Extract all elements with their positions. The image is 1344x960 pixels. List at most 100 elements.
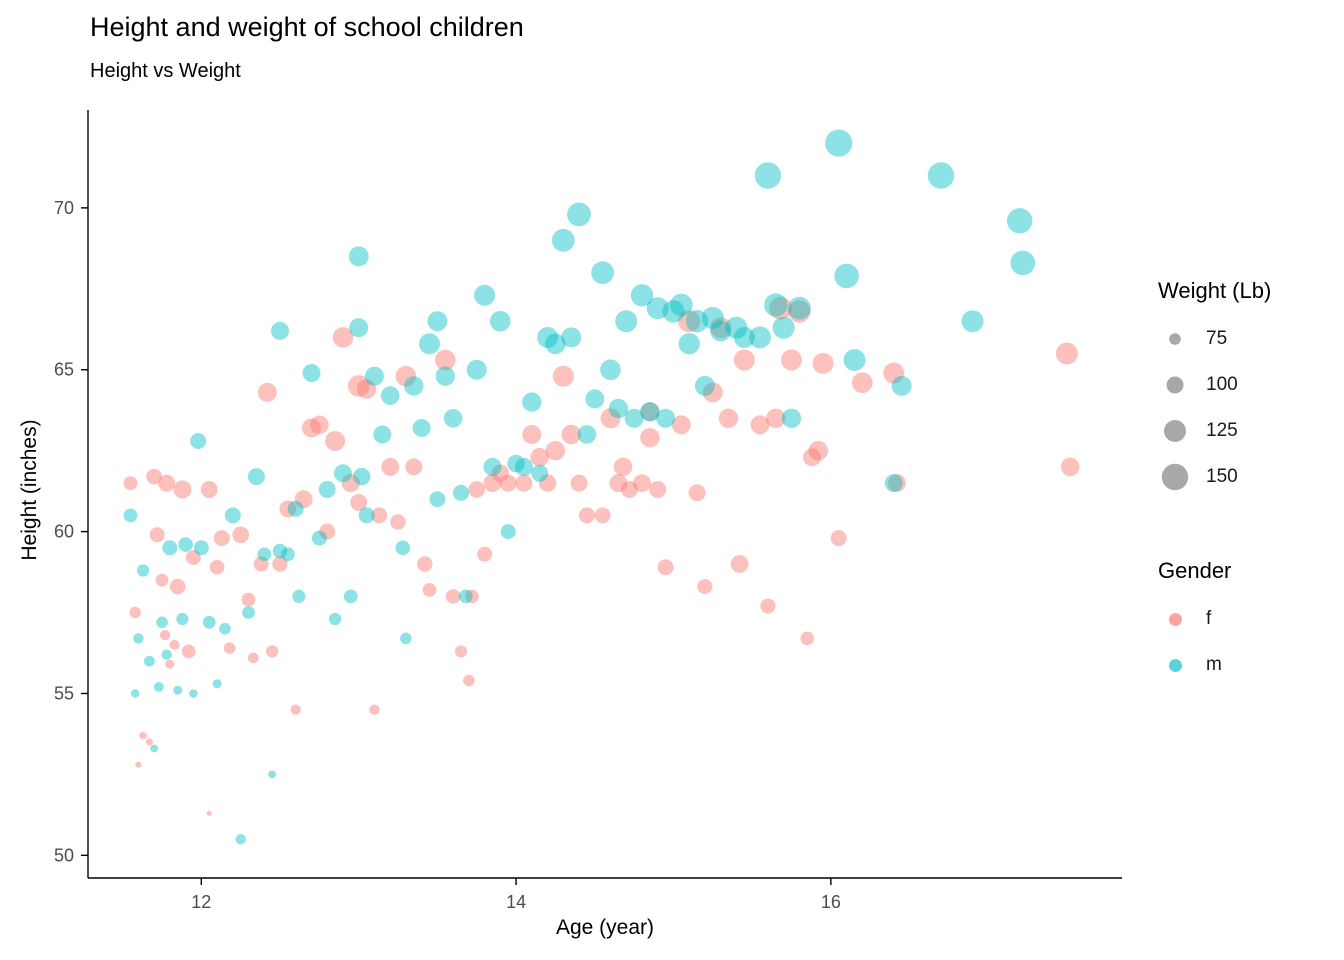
data-point <box>193 540 209 556</box>
data-point <box>158 474 176 492</box>
data-point <box>1007 208 1033 234</box>
data-point <box>241 592 256 607</box>
data-point <box>369 704 380 715</box>
y-tick-label: 65 <box>54 360 74 380</box>
data-point <box>268 770 276 779</box>
data-point <box>552 365 574 387</box>
data-point <box>600 408 621 429</box>
y-tick-label: 60 <box>54 522 74 542</box>
size-legend-item: 75 <box>1158 316 1344 362</box>
data-point <box>272 556 288 572</box>
data-point <box>253 556 269 572</box>
data-point <box>474 284 496 306</box>
data-point <box>530 447 549 467</box>
data-point <box>702 382 723 403</box>
data-point <box>206 810 212 816</box>
data-point <box>343 589 358 604</box>
data-point <box>380 386 400 405</box>
data-point <box>435 366 455 386</box>
size-bubble-icon <box>1158 368 1192 402</box>
data-point <box>808 440 829 461</box>
x-tick-label: 14 <box>506 892 526 912</box>
data-point <box>153 682 164 692</box>
data-point <box>427 311 448 332</box>
data-point <box>185 550 201 565</box>
data-point <box>161 649 172 660</box>
data-point <box>341 474 360 493</box>
data-point <box>373 425 392 444</box>
data-point <box>429 491 446 508</box>
data-point <box>545 441 566 461</box>
data-point <box>466 359 487 380</box>
data-point <box>302 364 321 382</box>
y-tick-label: 70 <box>54 198 74 218</box>
data-point <box>129 606 141 619</box>
data-point <box>662 300 685 323</box>
data-point <box>400 632 412 645</box>
data-point <box>465 589 479 604</box>
data-point <box>633 474 651 492</box>
data-point <box>608 398 629 419</box>
size-bubble-icon <box>1158 414 1192 448</box>
data-point <box>1060 457 1080 477</box>
data-point <box>961 310 984 333</box>
color-legend-item-f: f <box>1158 596 1344 642</box>
data-point <box>455 645 467 658</box>
data-point <box>834 263 859 289</box>
x-tick-label: 16 <box>821 892 841 912</box>
data-point <box>760 598 776 614</box>
data-point <box>754 162 782 189</box>
data-point <box>334 464 352 483</box>
data-point <box>615 310 638 333</box>
data-point <box>600 359 621 380</box>
data-point <box>561 424 581 445</box>
data-point <box>812 352 834 374</box>
data-point <box>169 639 180 650</box>
data-point <box>390 514 406 530</box>
data-point <box>887 474 906 493</box>
data-point <box>232 526 249 544</box>
size-legend-item: 125 <box>1158 408 1344 454</box>
data-point <box>212 679 222 689</box>
data-point <box>279 500 297 518</box>
data-point <box>463 674 475 687</box>
data-point <box>483 457 502 476</box>
data-point <box>468 481 486 498</box>
data-point <box>213 530 230 547</box>
data-point <box>452 484 470 501</box>
data-point <box>567 202 591 227</box>
data-point <box>178 537 193 552</box>
data-point <box>507 454 525 473</box>
data-point <box>710 317 732 339</box>
data-point <box>766 408 786 428</box>
data-point <box>646 297 669 320</box>
data-point <box>162 540 178 556</box>
data-point <box>538 474 557 492</box>
data-point <box>927 162 955 189</box>
data-point <box>364 366 384 386</box>
data-point <box>417 556 433 572</box>
data-point <box>137 564 150 577</box>
data-point <box>640 428 660 448</box>
data-point <box>1010 250 1036 276</box>
plot-svg: 12 14 16 50 55 60 65 70 <box>54 110 1122 912</box>
data-point <box>235 834 246 845</box>
data-point <box>169 578 186 595</box>
data-point <box>688 484 706 502</box>
data-point <box>266 645 279 658</box>
data-point <box>371 507 388 524</box>
size-legend-item: 100 <box>1158 362 1344 408</box>
data-point <box>445 589 461 604</box>
size-bubble-icon <box>1158 322 1192 356</box>
data-point <box>591 261 614 284</box>
data-point <box>585 389 605 409</box>
data-point <box>640 402 660 422</box>
data-point <box>131 689 140 698</box>
data-point <box>694 375 715 396</box>
data-point <box>609 474 628 493</box>
data-point <box>545 333 566 355</box>
data-point <box>395 540 411 556</box>
data-point <box>329 612 342 626</box>
data-point <box>685 310 709 333</box>
